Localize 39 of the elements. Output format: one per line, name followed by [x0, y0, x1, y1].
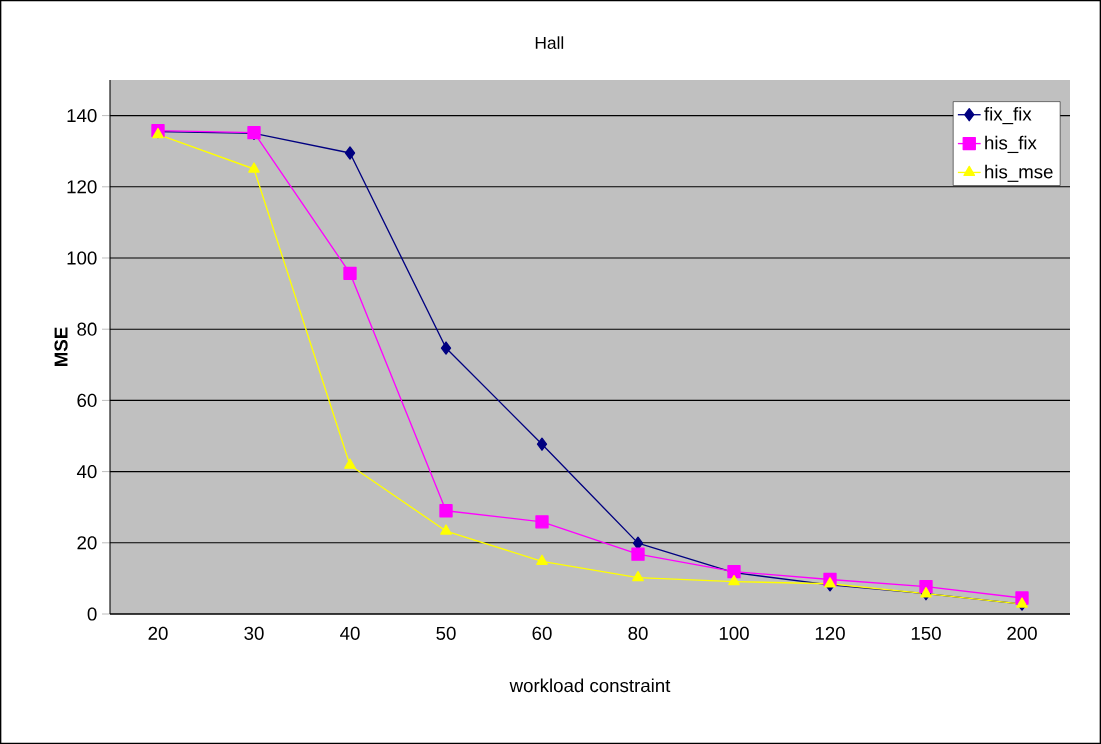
y-tick-label: 120: [67, 180, 97, 194]
point: [535, 515, 549, 529]
x-tick-label: 60: [532, 626, 552, 640]
y-tick-label: 140: [67, 108, 97, 123]
x-tick-label: 80: [628, 626, 648, 640]
point: [343, 266, 357, 280]
x-tick-label: 200: [1007, 626, 1037, 640]
y-tick-label: 60: [77, 393, 97, 408]
point: [344, 146, 356, 160]
y-tick-label: 0: [87, 607, 97, 621]
point: [344, 458, 356, 469]
point: [440, 524, 452, 535]
point: [248, 162, 260, 173]
legend-label: his_mse: [985, 164, 1053, 182]
chart-title: Hall: [535, 36, 564, 50]
x-tick-label: 50: [436, 626, 456, 640]
point: [631, 547, 645, 561]
y-tick-label: 40: [76, 464, 97, 479]
point: [728, 574, 740, 586]
x-tick-label: 100: [719, 626, 749, 640]
y-axis-title: MSE: [54, 327, 68, 366]
x-tick-label: 20: [148, 626, 168, 640]
x-tick-label: 150: [911, 626, 941, 640]
x-tick-label: 120: [815, 626, 845, 640]
x-tick-label: 30: [244, 626, 264, 640]
x-tick-label: 40: [340, 626, 360, 640]
point: [632, 536, 644, 550]
legend-label: fix_fix: [984, 106, 1032, 125]
legend-label: his_fix: [985, 135, 1037, 154]
y-tick-label: 80: [77, 322, 97, 336]
point: [632, 571, 644, 582]
point: [824, 577, 836, 588]
point: [536, 437, 548, 451]
x-axis-title: workload constraint: [509, 678, 671, 693]
y-tick-label: 100: [67, 251, 97, 265]
point: [439, 504, 453, 518]
point: [536, 554, 548, 565]
y-tick-label: 20: [77, 536, 97, 550]
point: [440, 341, 452, 355]
